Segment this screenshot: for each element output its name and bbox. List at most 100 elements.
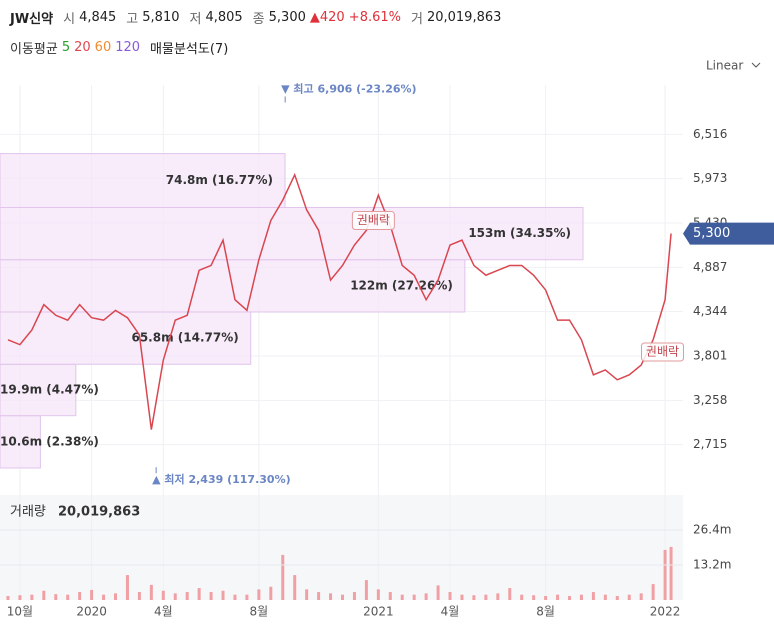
- ma-period[interactable]: 120: [115, 40, 141, 55]
- profile-bar: [0, 259, 466, 313]
- volume-bar: [102, 594, 106, 600]
- x-tick-label: 2020: [76, 605, 107, 619]
- profile-label: 74.8m (16.77%): [166, 173, 273, 187]
- profile-toggle[interactable]: 매물분석도(7): [150, 42, 229, 57]
- profile-bar: [0, 153, 286, 208]
- volume-bar: [54, 594, 58, 600]
- volume-bar: [269, 586, 273, 600]
- price-line: [7, 172, 672, 430]
- field-value: 5,810: [142, 10, 180, 25]
- volume-bar: [245, 594, 249, 600]
- volume-bar: [508, 588, 512, 600]
- y-tick-label: 5,973: [693, 171, 727, 185]
- volume-bar: [532, 595, 536, 600]
- change: ▲420 +8.61%: [309, 10, 401, 25]
- volume-bar: [669, 546, 673, 600]
- y-tick-label: 2,715: [693, 437, 727, 451]
- volume-bar: [388, 592, 392, 600]
- ma-period[interactable]: 60: [94, 40, 112, 55]
- volume-bar: [281, 554, 285, 600]
- volume-bar: [185, 592, 189, 600]
- y-tick-label: 3,801: [693, 349, 727, 363]
- field-label: 고: [126, 12, 139, 27]
- volume-bar: [603, 594, 607, 600]
- event-label: 권배락: [357, 213, 390, 227]
- volume-value: 20,019,863: [426, 10, 502, 25]
- profile-bar: [0, 363, 77, 417]
- volume-bar: [209, 592, 213, 600]
- x-tick-label: 2021: [363, 605, 394, 619]
- volume-bar: [627, 594, 631, 600]
- last-price-label: 5,300: [693, 226, 730, 241]
- event-label: 권배락: [646, 345, 679, 359]
- high-label: ▼ 최고 6,906 (-23.26%): [281, 81, 416, 95]
- volume-bar: [615, 596, 619, 600]
- field-value: 5,300: [268, 10, 306, 25]
- volume-bar: [42, 590, 46, 600]
- volume-value: 20,019,863: [58, 505, 140, 520]
- header: JW신약 시 4,845 고 5,810 저 4,805 종 5,300 ▲420 +8…: [10, 8, 505, 27]
- volume-bar: [78, 592, 82, 600]
- x-tick-label: 4월: [441, 605, 460, 619]
- volume-bar: [520, 594, 524, 600]
- stock-name: JW신약: [10, 12, 54, 27]
- volume-bar: [591, 592, 595, 600]
- field-label: 저: [189, 12, 202, 27]
- field-label: 시: [63, 12, 76, 27]
- y-tick-label: 6,516: [693, 127, 727, 141]
- ma-period[interactable]: 20: [74, 40, 91, 55]
- volume-bar: [436, 585, 440, 600]
- volume-bar: [412, 594, 416, 600]
- volume-bar: [556, 594, 560, 600]
- x-tick-label: 2022: [650, 605, 681, 619]
- low-label: ▲ 최저 2,439 (117.30%): [152, 472, 291, 486]
- volume-bar: [30, 594, 34, 600]
- volume-bar: [484, 594, 488, 600]
- profile-label: 19.9m (4.47%): [0, 382, 99, 396]
- volume-bar: [579, 594, 583, 600]
- volume-title: 거래량: [10, 505, 46, 520]
- volume-bar: [90, 589, 94, 600]
- volume-bar: [472, 595, 476, 600]
- y-tick-label: 3,258: [693, 393, 727, 407]
- volume-bar: [6, 596, 10, 600]
- volume-bar: [568, 596, 571, 600]
- field-value: 4,805: [205, 10, 243, 25]
- volume-bar: [496, 593, 500, 600]
- y-tick-label: 4,887: [693, 260, 727, 274]
- dropdown-icon: [751, 62, 761, 68]
- volume-bar: [197, 588, 201, 600]
- volume-bar: [663, 549, 667, 600]
- legend-title: 이동평균: [10, 42, 58, 57]
- volume-bar: [341, 594, 344, 600]
- volume-bar: [400, 594, 404, 600]
- volume-bar: [173, 593, 177, 600]
- volume-label: 거: [411, 12, 423, 27]
- volume-bar: [364, 580, 368, 600]
- volume-bar: [448, 592, 452, 600]
- x-tick-label: 4월: [154, 605, 173, 619]
- ma-period[interactable]: 5: [61, 40, 71, 55]
- volume-bar: [460, 594, 464, 600]
- field-value: 4,845: [79, 10, 117, 25]
- x-tick-label: 10월: [7, 605, 33, 619]
- volume-bar: [293, 575, 297, 600]
- volume-bar: [329, 593, 333, 600]
- profile-label: 153m (34.35%): [468, 226, 571, 240]
- last-price-box: [683, 222, 774, 245]
- volume-bar: [317, 592, 321, 600]
- scale-button[interactable]: Linear: [706, 59, 743, 73]
- legend: 이동평균 5 20 60 120 매물분석도(7): [10, 38, 232, 57]
- volume-bar: [149, 584, 153, 600]
- event-box: [640, 342, 684, 362]
- volume-bar: [424, 593, 428, 600]
- volume-bar: [66, 594, 70, 600]
- volume-bar: [221, 590, 225, 600]
- profile-bar: [0, 206, 584, 261]
- volume-bar: [639, 593, 643, 600]
- profile-label: 65.8m (14.77%): [131, 331, 238, 345]
- profile-label: 10.6m (2.38%): [0, 434, 99, 448]
- volume-bar: [352, 592, 356, 600]
